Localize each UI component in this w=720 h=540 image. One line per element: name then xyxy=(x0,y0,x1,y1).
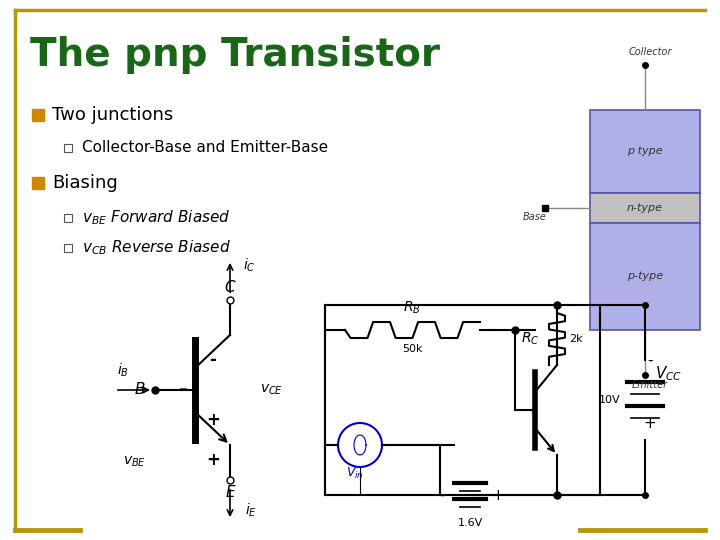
Text: $v_{CE}$: $v_{CE}$ xyxy=(260,383,283,397)
Text: Biasing: Biasing xyxy=(52,174,118,192)
Text: Two junctions: Two junctions xyxy=(52,106,174,124)
Text: +: + xyxy=(644,416,657,431)
Text: $i_C$: $i_C$ xyxy=(243,257,256,274)
Text: $V_{CC}$: $V_{CC}$ xyxy=(655,364,683,383)
Text: +: + xyxy=(206,451,220,469)
Text: B: B xyxy=(135,382,145,397)
Text: -: - xyxy=(439,488,445,503)
Text: +: + xyxy=(492,488,505,503)
Text: p-type: p-type xyxy=(627,271,663,281)
Text: $i_B$: $i_B$ xyxy=(117,362,129,380)
Text: $v_{BE}$ Forward Biased: $v_{BE}$ Forward Biased xyxy=(82,208,230,227)
Text: Base: Base xyxy=(523,212,547,222)
Text: $i_E$: $i_E$ xyxy=(245,502,257,519)
Text: The pnp Transistor: The pnp Transistor xyxy=(30,36,440,74)
Text: $R_C$: $R_C$ xyxy=(521,331,539,347)
Text: -: - xyxy=(210,351,217,369)
Text: C: C xyxy=(225,280,235,295)
Bar xyxy=(590,110,700,193)
Text: E: E xyxy=(225,485,235,500)
Text: Collector: Collector xyxy=(629,47,672,57)
Bar xyxy=(325,305,600,495)
Text: -: - xyxy=(179,380,188,400)
Text: 1.6V: 1.6V xyxy=(457,518,482,528)
Text: $v_{CB}$ Reverse Biased: $v_{CB}$ Reverse Biased xyxy=(82,239,231,258)
Text: Emitter: Emitter xyxy=(632,380,668,390)
Text: p type: p type xyxy=(627,146,663,156)
Bar xyxy=(590,193,700,223)
Text: -: - xyxy=(647,353,653,368)
Text: $R_B$: $R_B$ xyxy=(403,300,421,316)
Bar xyxy=(590,223,700,330)
Text: $v_{BE}$: $v_{BE}$ xyxy=(124,455,146,469)
Text: Collector-Base and Emitter-Base: Collector-Base and Emitter-Base xyxy=(82,140,328,156)
Text: 10V: 10V xyxy=(598,395,620,405)
Text: $V_{in}$: $V_{in}$ xyxy=(346,466,364,481)
Text: 2k: 2k xyxy=(569,334,582,344)
Text: 50k: 50k xyxy=(402,344,422,354)
Text: n-type: n-type xyxy=(627,203,663,213)
Text: +: + xyxy=(206,411,220,429)
